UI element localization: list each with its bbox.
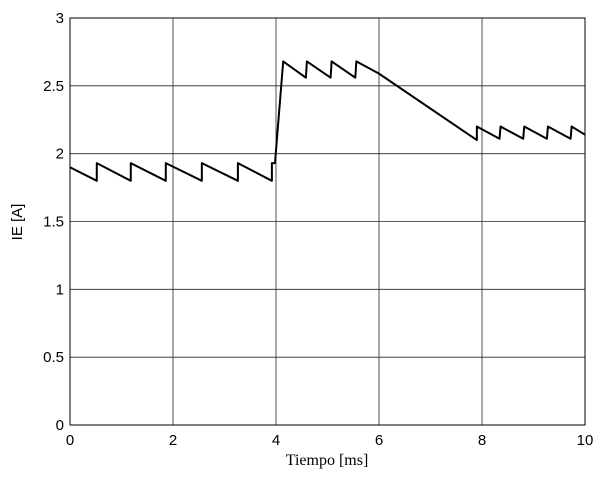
x-tick-label: 6 [375, 432, 383, 449]
data-line [69, 60, 586, 182]
y-tick-label: 2.5 [43, 78, 64, 95]
y-tick-label: 0 [56, 417, 64, 434]
y-axis-label: IE [A] [9, 204, 26, 241]
x-tick-label: 8 [478, 432, 486, 449]
y-tick-label: 3 [56, 10, 64, 27]
y-tick-label: 1.5 [43, 214, 64, 231]
y-tick-label: 1 [56, 281, 64, 298]
y-tick-label: 2 [56, 146, 64, 163]
x-axis-label: Tiempo [ms] [286, 452, 369, 469]
plot-frame [69, 17, 586, 426]
y-tick-label: 0.5 [43, 349, 64, 366]
x-tick-label: 4 [272, 432, 280, 449]
x-tick-label: 2 [169, 432, 177, 449]
x-tick-label: 10 [577, 432, 594, 449]
x-tick-label: 0 [66, 432, 74, 449]
